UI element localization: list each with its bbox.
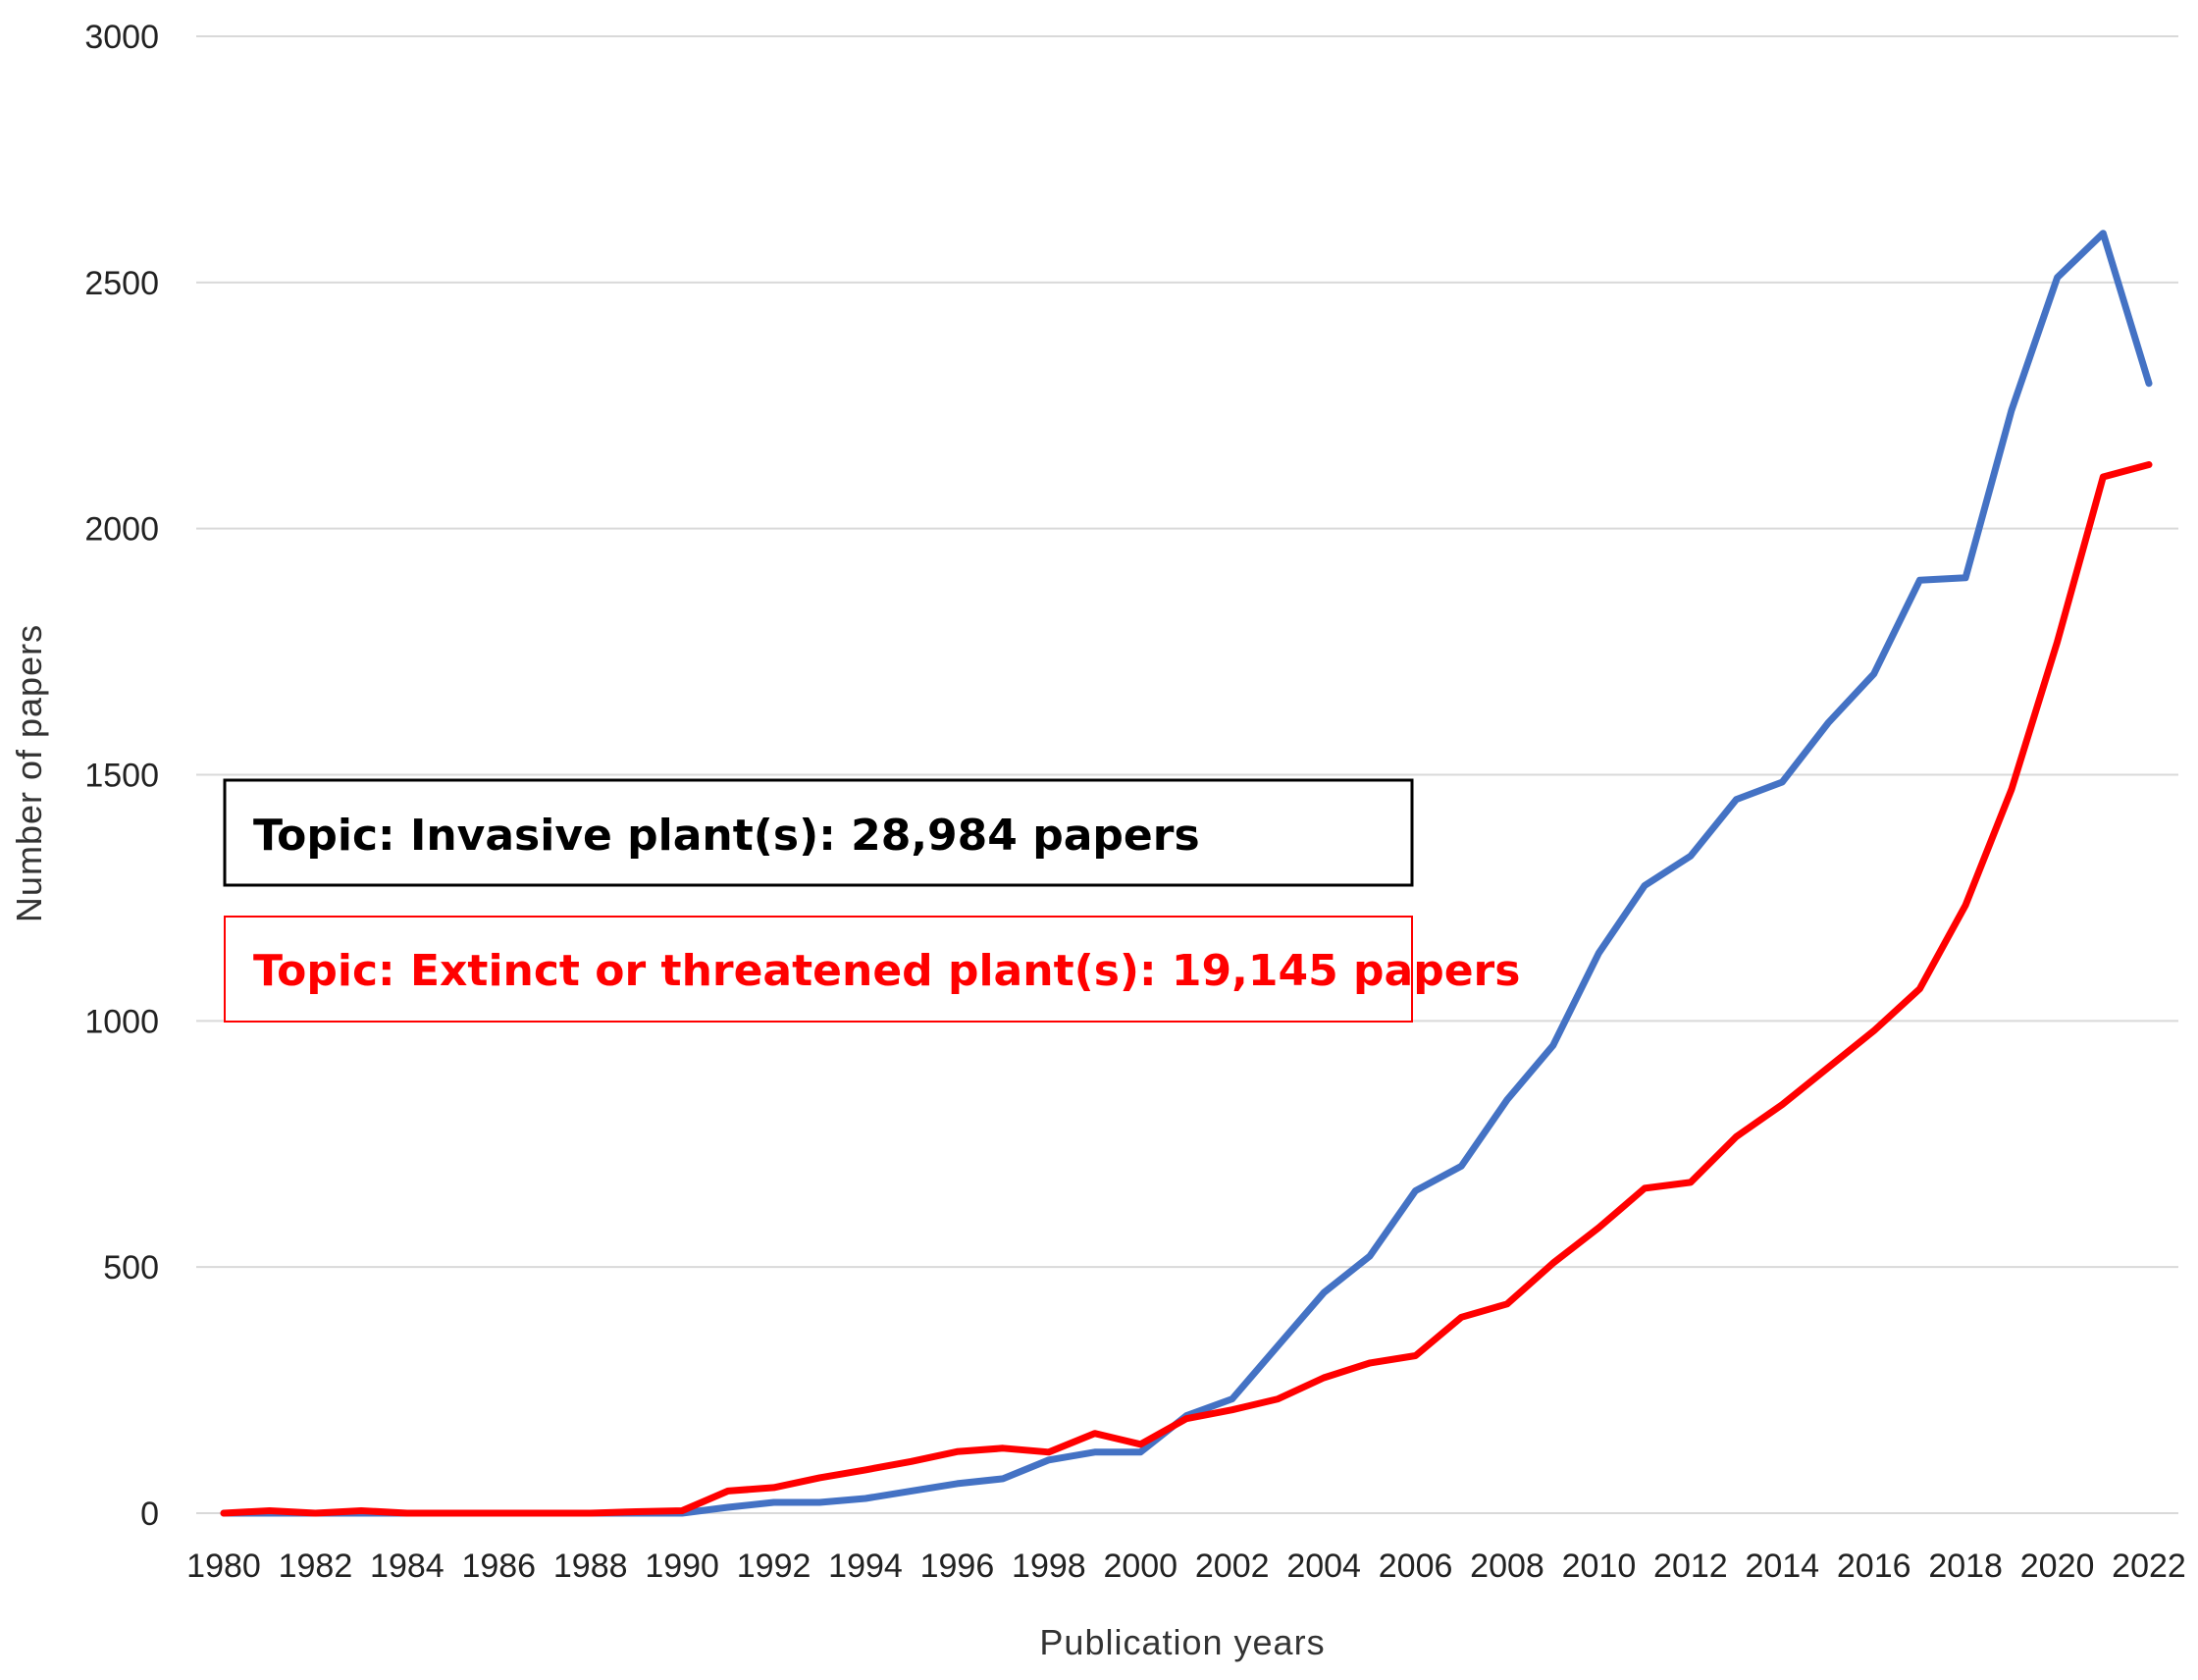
x-tick-label-2018: 2018 [1928, 1548, 2003, 1585]
x-tick-label-1998: 1998 [1012, 1548, 1086, 1585]
series-lines [220, 230, 2153, 1517]
x-tick-label-2020: 2020 [2020, 1548, 2095, 1585]
x-axis-title: Publication years [1039, 1622, 1325, 1662]
series-line-extinct [220, 461, 2153, 1517]
x-tick-label-1996: 1996 [920, 1548, 995, 1585]
x-tick-label-2004: 2004 [1286, 1548, 1361, 1585]
x-tick-label-2002: 2002 [1195, 1548, 1270, 1585]
y-tick-label-1000: 1000 [84, 1003, 159, 1040]
legend-box-extinct [224, 916, 1413, 1023]
y-tick-label-1500: 1500 [84, 758, 159, 795]
y-axis-title: Number of papers [9, 624, 49, 922]
y-tick-label-500: 500 [103, 1249, 159, 1286]
legend-entry-invasive: Topic: Invasive plant(s): 28,984 papers [253, 811, 1200, 861]
legend: Topic: Invasive plant(s): 28,984 papers … [223, 778, 1520, 1023]
x-tick-label-2010: 2010 [1562, 1548, 1637, 1585]
legend-entry-extinct: Topic: Extinct or threatened plant(s): 1… [253, 946, 1520, 996]
y-axis-ticks: 0 500 1000 1500 2000 2500 3000 [84, 19, 159, 1533]
x-tick-label-1992: 1992 [737, 1548, 811, 1585]
x-tick-label-2000: 2000 [1103, 1548, 1178, 1585]
x-tick-label-2022: 2022 [2112, 1548, 2186, 1585]
x-tick-label-1986: 1986 [461, 1548, 536, 1585]
x-axis-ticks: 1980 1982 1984 1986 1988 1990 1992 1994 1996 1998… [186, 1548, 2186, 1585]
x-tick-label-1994: 1994 [828, 1548, 903, 1585]
y-tick-label-0: 0 [140, 1496, 159, 1533]
x-tick-label-2006: 2006 [1379, 1548, 1453, 1585]
x-tick-label-1988: 1988 [553, 1548, 628, 1585]
legend-box-invasive [223, 778, 1414, 887]
x-tick-label-2016: 2016 [1837, 1548, 1911, 1585]
y-tick-label-3000: 3000 [84, 19, 159, 56]
x-tick-label-1990: 1990 [645, 1548, 719, 1585]
x-tick-label-1980: 1980 [186, 1548, 261, 1585]
y-tick-label-2500: 2500 [84, 265, 159, 302]
y-tick-label-2000: 2000 [84, 511, 159, 549]
x-tick-label-2014: 2014 [1745, 1548, 1819, 1585]
x-tick-label-1984: 1984 [370, 1548, 445, 1585]
x-tick-label-2008: 2008 [1470, 1548, 1544, 1585]
x-tick-label-1982: 1982 [279, 1548, 353, 1585]
x-tick-label-2012: 2012 [1653, 1548, 1728, 1585]
